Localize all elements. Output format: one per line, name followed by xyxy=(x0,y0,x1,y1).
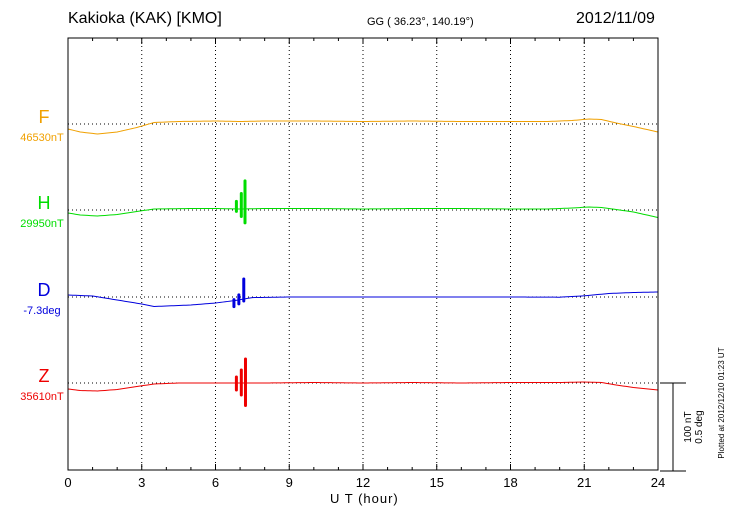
x-tick-label: 15 xyxy=(430,475,444,490)
series-line-h xyxy=(67,206,659,218)
x-axis-ticks: 0 3 6 9 12 15 18 21 24 xyxy=(64,38,665,490)
grid-layer xyxy=(68,38,658,470)
series-line-d xyxy=(67,291,659,308)
coordinates-label: GG ( 36.23°, 140.19°) xyxy=(367,16,474,28)
station-title: Kakioka (KAK) [KMO] xyxy=(68,10,222,27)
series-line-z xyxy=(67,381,659,392)
x-tick-label: 9 xyxy=(286,475,293,490)
scale-nt-label: 100 nT xyxy=(683,411,694,442)
scale-bar: 100 nT 0.5 deg Plotted at 2012/12/10 01:23… xyxy=(660,347,726,472)
x-tick-label: 24 xyxy=(651,475,665,490)
x-axis-title: U T (hour) xyxy=(330,491,399,506)
x-tick-label: 18 xyxy=(503,475,517,490)
series-label-d: D xyxy=(38,280,51,300)
series-labels: F 46530nT H 29950nT D -7.3deg Z 35610nT xyxy=(20,107,64,403)
series-label-z: Z xyxy=(39,366,50,386)
scale-deg-label: 0.5 deg xyxy=(694,410,705,443)
x-tick-label: 6 xyxy=(212,475,219,490)
x-tick-label: 0 xyxy=(64,475,71,490)
series-line-f xyxy=(67,118,659,135)
baseline-value-f: 46530nT xyxy=(20,132,64,144)
date-label: 2012/11/09 xyxy=(576,10,655,27)
series-layer xyxy=(67,118,659,407)
baseline-value-d: -7.3deg xyxy=(23,305,60,317)
x-tick-label: 3 xyxy=(138,475,145,490)
plotted-at-label: Plotted at 2012/12/10 01:23 UT xyxy=(717,347,726,458)
baseline-value-z: 35610nT xyxy=(20,391,64,403)
baseline-value-h: 29950nT xyxy=(20,218,64,230)
x-tick-label: 12 xyxy=(356,475,370,490)
x-tick-label: 21 xyxy=(577,475,591,490)
series-label-f: F xyxy=(39,107,50,127)
series-label-h: H xyxy=(38,193,51,213)
